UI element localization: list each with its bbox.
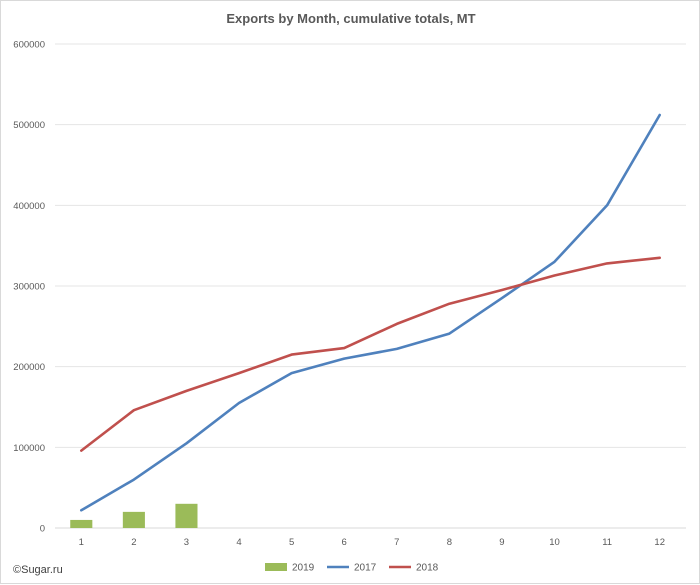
bar-2019 [123,512,145,528]
x-tick-label: 12 [654,537,665,548]
legend-label-2019: 2019 [292,563,315,574]
y-axis-ticks: 0 100000 200000 300000 400000 500000 600000 [13,40,45,535]
series-lines [81,115,660,510]
x-tick-label: 3 [184,537,189,548]
y-tick-label: 0 [40,524,45,535]
x-tick-label: 8 [447,537,452,548]
x-tick-label: 2 [131,537,136,548]
legend-label-2017: 2017 [354,563,377,574]
bars-2019 [70,504,197,528]
legend-label-2018: 2018 [416,563,439,574]
x-tick-label: 9 [499,537,504,548]
y-tick-label: 300000 [13,282,45,293]
x-tick-label: 10 [549,537,560,548]
x-tick-label: 4 [236,537,241,548]
gridlines [55,44,686,528]
legend: 2019 2017 2018 [265,563,439,574]
x-tick-label: 6 [342,537,347,548]
x-tick-label: 7 [394,537,399,548]
bar-2019 [70,520,92,528]
x-tick-label: 11 [602,537,612,548]
x-tick-label: 5 [289,537,294,548]
y-tick-label: 200000 [13,362,45,373]
bar-2019 [175,504,197,528]
chart-title: Exports by Month, cumulative totals, MT [226,11,475,26]
y-tick-label: 600000 [13,40,45,51]
legend-swatch-2019 [265,563,287,571]
x-tick-label: 1 [79,537,84,548]
credit-text: ©Sugar.ru [13,564,63,576]
y-tick-label: 500000 [13,120,45,131]
line-2017 [81,115,659,510]
y-tick-label: 100000 [13,443,45,454]
y-tick-label: 400000 [13,201,45,212]
